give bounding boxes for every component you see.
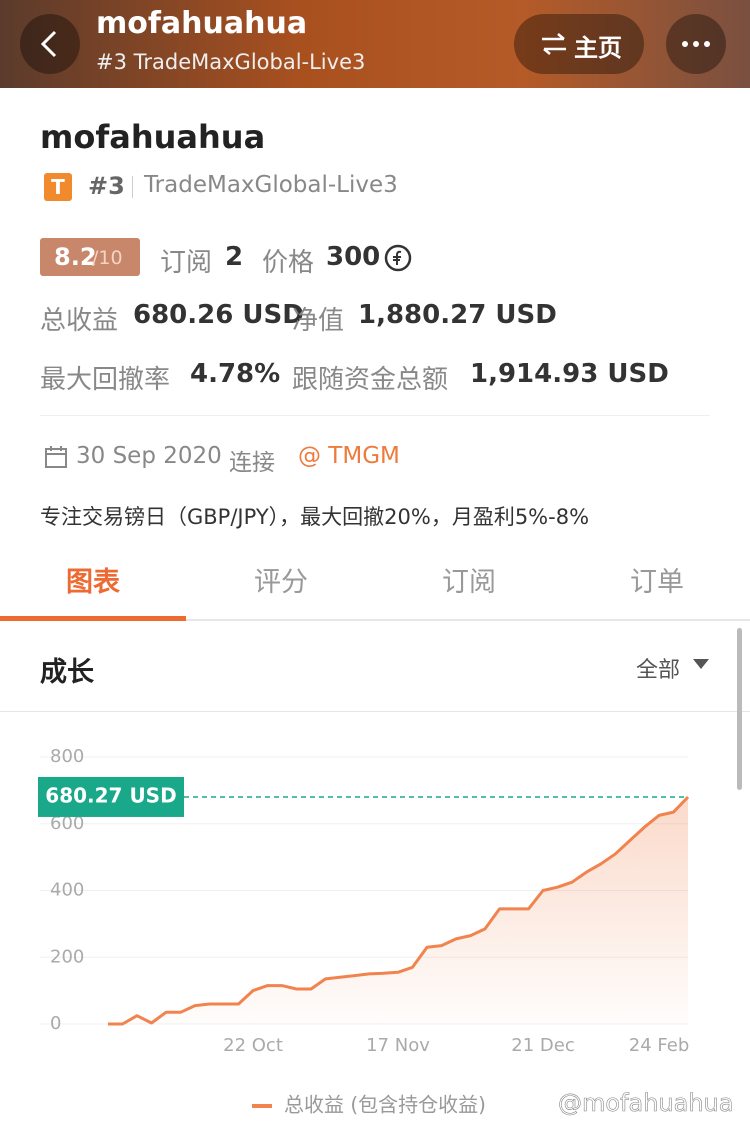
y-tick-label: 800 bbox=[50, 746, 84, 767]
price: 300 bbox=[326, 242, 381, 272]
more-button[interactable] bbox=[666, 14, 726, 74]
since-date: 30 Sep 2020 bbox=[76, 443, 222, 469]
y-tick-label: 0 bbox=[50, 1013, 61, 1034]
coin-icon bbox=[384, 244, 412, 272]
max-drawdown-label: 最大回撤率 bbox=[40, 365, 171, 395]
y-tick-label: 200 bbox=[50, 946, 84, 967]
header-bar bbox=[0, 0, 750, 88]
follower-funds-label: 跟随资金总额 bbox=[292, 365, 449, 395]
trader-name: mofahuahua bbox=[40, 118, 266, 156]
subscriptions: 2 bbox=[225, 242, 244, 272]
tab[interactable]: 图表 bbox=[66, 567, 120, 598]
y-tick-label: 400 bbox=[50, 880, 84, 901]
header-subtitle: #3 TradeMaxGlobal-Live3 bbox=[96, 50, 366, 74]
tab[interactable]: 评分 bbox=[254, 567, 308, 598]
tab-divider bbox=[0, 619, 750, 621]
line bbox=[108, 795, 690, 1026]
scrollbar bbox=[737, 628, 742, 790]
description: 专注交易镑日（GBP/JPY），最大回撤20%，月盈利5%-8% bbox=[40, 505, 590, 529]
divider bbox=[40, 415, 710, 416]
tab[interactable]: 订阅 bbox=[442, 567, 496, 598]
follower-funds: 1,914.93 USD bbox=[470, 359, 669, 389]
area-fill bbox=[108, 797, 688, 1024]
watermark-icon bbox=[531, 1094, 555, 1118]
home-button[interactable]: 主页 bbox=[514, 14, 644, 74]
watermark: @mofahuahua bbox=[558, 1089, 733, 1117]
legend-label: 总收益 (包含持仓收益) bbox=[284, 1093, 486, 1117]
connect-label: 连接 bbox=[229, 450, 275, 476]
back-button[interactable] bbox=[20, 14, 80, 74]
tab[interactable]: 订单 bbox=[630, 567, 684, 598]
divider bbox=[0, 711, 750, 712]
price-label: 价格 bbox=[262, 248, 315, 278]
section-title: 成长 bbox=[40, 657, 94, 688]
badge: T bbox=[44, 173, 72, 201]
separator bbox=[132, 176, 133, 198]
calendar-icon bbox=[45, 446, 67, 468]
swap-icon bbox=[542, 33, 566, 55]
header-title: mofahuahua bbox=[96, 6, 308, 41]
filter-dropdown[interactable]: 全部 bbox=[636, 658, 681, 683]
subscriptions-label: 订阅 bbox=[160, 248, 213, 278]
equity-label: 净值 bbox=[292, 306, 345, 336]
server: TradeMaxGlobal-Live3 bbox=[144, 172, 398, 198]
growth-chart: 0 200 400 600 800 22 Oct 17 Nov 21 Dec 24 Feb 680… bbox=[38, 746, 734, 1118]
max-drawdown: 4.78% bbox=[190, 359, 281, 389]
value-label: 680.27 USD bbox=[45, 783, 176, 807]
equity: 1,880.27 USD bbox=[358, 300, 557, 330]
value-label-box bbox=[38, 776, 184, 817]
rating-box: 8.2 /10 bbox=[40, 238, 140, 276]
y-tick-label: 600 bbox=[50, 813, 84, 834]
home-label: 主页 bbox=[574, 34, 622, 62]
rating: 8.2 bbox=[54, 243, 97, 271]
total-profit: 680.26 USD bbox=[133, 300, 304, 330]
rank: #3 bbox=[88, 172, 125, 200]
rating-max: /10 bbox=[92, 247, 123, 269]
x-tick-label: 22 Oct bbox=[223, 1035, 283, 1056]
dropdown-arrow bbox=[693, 659, 709, 669]
x-tick-label: 17 Nov bbox=[366, 1035, 430, 1056]
broker-link[interactable]: @ TMGM bbox=[298, 443, 400, 469]
x-tick-label: 24 Feb bbox=[629, 1035, 690, 1056]
total-profit-label: 总收益 bbox=[40, 306, 119, 336]
x-tick-label: 21 Dec bbox=[511, 1035, 574, 1056]
tab-indicator bbox=[0, 616, 186, 621]
